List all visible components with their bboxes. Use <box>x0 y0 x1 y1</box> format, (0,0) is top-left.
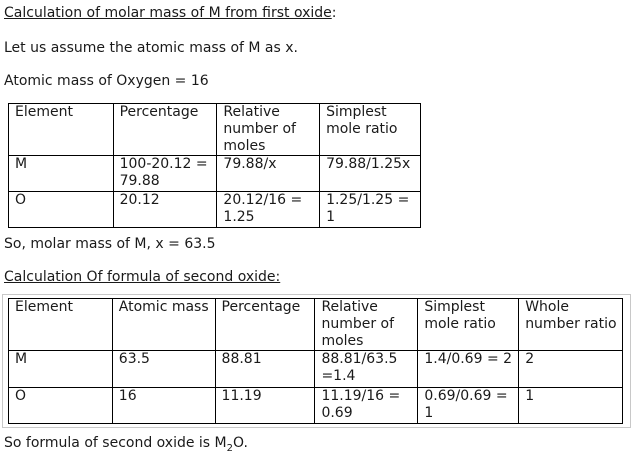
cell-percentage: 20.12 <box>112 191 218 228</box>
molar-mass-conclusion: So, molar mass of M, x = 63.5 <box>4 236 216 252</box>
second-oxide-frame <box>2 294 631 428</box>
cell-element: M <box>8 350 113 388</box>
heading-second-oxide-text: Calculation Of formula of second oxide: <box>4 269 281 285</box>
formula-prefix: So formula of second oxide is M <box>4 435 227 451</box>
table-row: M 100-20.12 = 79.88 79.88/x 79.88/1.25x <box>8 155 421 192</box>
oxygen-mass-text: Atomic mass of Oxygen = 16 <box>4 73 209 89</box>
heading-first-oxide: Calculation of molar mass of M from firs… <box>4 4 336 22</box>
table-header-row: Element Atomic mass Percentage Relative … <box>8 298 623 351</box>
header-relative-moles: Relative number of moles <box>216 103 321 156</box>
cell-relative-moles: 11.19/16 = 0.69 <box>314 387 419 424</box>
cell-percentage: 100-20.12 = 79.88 <box>112 155 218 192</box>
cell-whole-ratio: 1 <box>518 387 623 424</box>
cell-simplest-ratio: 0.69/0.69 = 1 <box>417 387 520 424</box>
first-oxide-table: Element Percentage Relative number of mo… <box>8 103 421 228</box>
cell-percentage: 88.81 <box>214 350 316 388</box>
table-row: O 20.12 20.12/16 = 1.25 1.25/1.25 = 1 <box>8 191 421 228</box>
heading-first-oxide-text: Calculation of molar mass of M from firs… <box>4 5 332 21</box>
cell-atomic-mass: 16 <box>111 387 216 424</box>
header-percentage: Percentage <box>112 103 218 156</box>
header-atomic-mass: Atomic mass <box>111 298 216 351</box>
cell-simplest-ratio: 79.88/1.25x <box>319 155 421 192</box>
cell-whole-ratio: 2 <box>518 350 623 388</box>
cell-relative-moles: 88.81/63.5 =1.4 <box>314 350 419 388</box>
table-header-row: Element Percentage Relative number of mo… <box>8 103 421 156</box>
formula-suffix: O. <box>233 435 248 451</box>
cell-element: O <box>8 191 114 228</box>
cell-relative-moles: 20.12/16 = 1.25 <box>216 191 321 228</box>
cell-element: O <box>8 387 113 424</box>
header-element: Element <box>8 298 113 351</box>
cell-percentage: 11.19 <box>214 387 316 424</box>
table-row: M 63.5 88.81 88.81/63.5 =1.4 1.4/0.69 = … <box>8 350 623 388</box>
cell-atomic-mass: 63.5 <box>111 350 216 388</box>
heading-second-oxide: Calculation Of formula of second oxide: <box>4 268 280 286</box>
table-row: O 16 11.19 11.19/16 = 0.69 0.69/0.69 = 1… <box>8 387 623 424</box>
header-element: Element <box>8 103 114 156</box>
cell-relative-moles: 79.88/x <box>216 155 321 192</box>
header-relative-moles: Relative number of moles <box>314 298 419 351</box>
header-whole-ratio: Whole number ratio <box>518 298 623 351</box>
second-oxide-table: Element Atomic mass Percentage Relative … <box>8 298 623 424</box>
header-simplest-ratio: Simplest mole ratio <box>319 103 421 156</box>
heading-first-oxide-colon: : <box>331 5 337 21</box>
cell-element: M <box>8 155 114 192</box>
assumption-text: Let us assume the atomic mass of M as x. <box>4 40 298 56</box>
header-simplest-ratio: Simplest mole ratio <box>417 298 520 351</box>
formula-conclusion: So formula of second oxide is M2O. <box>4 434 248 454</box>
cell-simplest-ratio: 1.4/0.69 = 2 <box>417 350 520 388</box>
formula-subscript: 2 <box>226 442 234 454</box>
cell-simplest-ratio: 1.25/1.25 = 1 <box>319 191 421 228</box>
header-percentage: Percentage <box>214 298 316 351</box>
